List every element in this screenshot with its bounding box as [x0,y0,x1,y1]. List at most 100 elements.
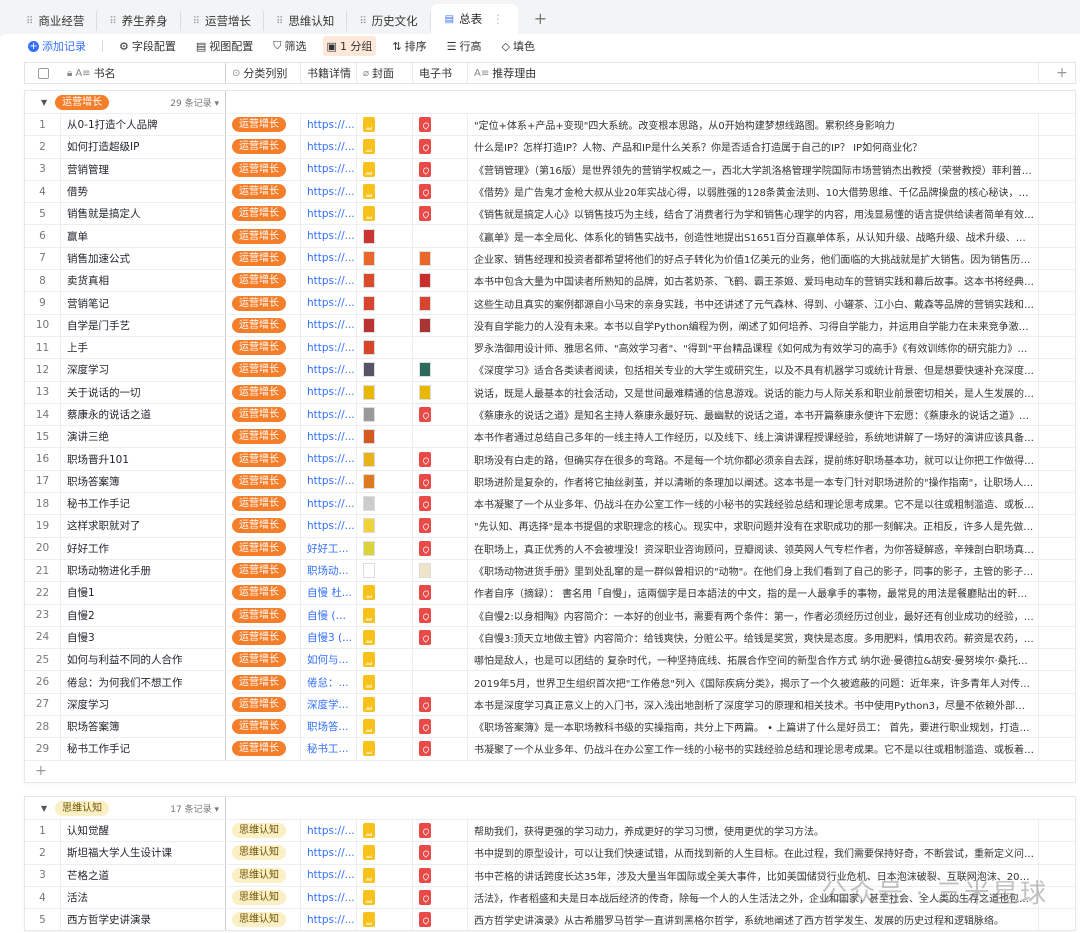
category-cell[interactable]: 运营增长 [226,626,301,649]
column-header-cover[interactable]: ⌀ 封面 [357,63,413,83]
ebook-cell[interactable] [413,136,468,158]
cover-cell[interactable] [357,515,413,537]
image-file-icon[interactable] [363,696,375,712]
table-row[interactable]: 5 西方哲学史讲演录 思维认知 https://... 西方哲学史讲演录》从古希腊罗马哲… [25,908,1075,931]
ebook-cell[interactable] [413,381,468,403]
reason-cell[interactable]: 《赢单》是一本全局化、体系化的销售实战书，创造性地提出S1651百分百赢单体系，… [468,225,1039,247]
reason-cell[interactable]: 《自慢3:顶天立地做主管》内容简介：给钱爽快，分赃公平。给钱是奖赏，爽快是态度。… [468,626,1039,649]
tab-1[interactable]: ⠿ 养生养身 [97,11,181,31]
category-cell[interactable]: 运营增长 [226,180,301,203]
group-header[interactable]: ▼ 思维认知 17 条记录 ▾ [25,797,1075,819]
reason-cell[interactable]: 作者自序（摘録）： 書名用「自慢」，這兩個字是日本語法的中文，指的是一人最拿手的… [468,582,1039,604]
detail-link[interactable]: https://... [307,118,355,131]
book-name-cell[interactable]: 活法 [61,886,226,909]
cover-cell[interactable] [357,886,413,909]
ebook-cell[interactable] [413,203,468,225]
pdf-file-icon[interactable] [419,451,431,467]
reason-cell[interactable]: 《蔡康永的说话之道》是知名主持人蔡康永最好玩、最幽默的说话之道，本书开篇蔡康永便… [468,403,1039,426]
table-row[interactable]: 25 如何与利益不同的人合作 运营增长 如何与... 哪怕是敌人，也是可以团结的 复杂时… [25,648,1075,671]
detail-cell[interactable]: https://... [301,426,357,448]
cover-thumbnail[interactable] [363,473,375,489]
pdf-file-icon[interactable] [419,184,431,200]
ebook-cell[interactable] [413,493,468,515]
reason-cell[interactable]: 活法》，作者稻盛和夫是日本战后经济的传奇，除每一个人的人生活法之外，企业和国家，… [468,886,1039,909]
ebook-cell[interactable] [413,738,468,760]
detail-cell[interactable]: https://... [301,247,357,270]
category-cell[interactable]: 思维认知 [226,909,301,931]
ebook-cell[interactable] [413,225,468,247]
image-file-icon[interactable] [363,652,375,668]
select-all-checkbox[interactable] [25,63,61,83]
cover-thumbnail[interactable] [363,451,375,467]
detail-link[interactable]: https://... [307,824,355,837]
cover-thumbnail[interactable] [363,429,375,445]
detail-link[interactable]: https://... [307,475,355,488]
cover-cell[interactable] [357,537,413,559]
category-cell[interactable]: 运营增长 [226,314,301,336]
book-name-cell[interactable]: 深度学习 [61,693,226,716]
detail-cell[interactable]: https://... [301,403,357,426]
cover-cell[interactable] [357,180,413,203]
reason-cell[interactable]: 本书是深度学习真正意义上的入门书，深入浅出地剖析了深度学习的原理和相关技术。书中… [468,693,1039,716]
record-count[interactable]: 29 条记录 ▾ [170,98,219,109]
reason-cell[interactable]: 没有自学能力的人没有未来。本书以自学Python编程为例，阐述了如何培养、习得自… [468,314,1039,336]
cover-cell[interactable] [357,820,413,842]
book-name-cell[interactable]: 斯坦福大学人生设计课 [61,842,226,864]
ebook-cell[interactable] [413,426,468,448]
detail-cell[interactable]: https://... [301,270,357,292]
book-name-cell[interactable]: 好好工作 [61,537,226,559]
detail-cell[interactable]: 自慢 (豆... [301,604,357,626]
cover-cell[interactable] [357,716,413,738]
cover-thumbnail[interactable] [363,273,375,289]
book-name-cell[interactable]: 芒格之道 [61,864,226,886]
ebook-cell[interactable] [413,649,468,671]
book-name-cell[interactable]: 上手 [61,336,226,359]
book-name-cell[interactable]: 如何与利益不同的人合作 [61,649,226,671]
group-button[interactable]: ▣ 1 分组 [322,36,377,56]
ebook-cell[interactable] [413,470,468,493]
detail-link[interactable]: https://... [307,430,355,443]
detail-link[interactable]: https://... [307,319,355,332]
category-cell[interactable]: 运营增长 [226,693,301,716]
tab-3[interactable]: ⠿ 思维认知 [264,11,348,31]
table-row[interactable]: 29 秘书工作手记 运营增长 秘书工... 书凝聚了一个从业多年、仍战斗在办公室工作一线… [25,737,1075,760]
reason-cell[interactable]: 职场进阶是复杂的，作者将它抽丝剥茧，并以清晰的条理加以阐述。这本书是一本专门针对… [468,470,1039,493]
column-header-ebook[interactable]: 电子书 [413,63,468,83]
detail-cell[interactable]: https://... [301,336,357,359]
detail-link[interactable]: 倦怠：... [307,676,349,689]
ebook-cell[interactable] [413,114,468,136]
image-file-icon[interactable] [363,161,375,177]
table-row[interactable]: 6 赢单 运营增长 https://... 《赢单》是一本全局化、体系化的销售实战书，创… [25,224,1075,247]
detail-cell[interactable]: 自慢3 (... [301,626,357,649]
category-cell[interactable]: 思维认知 [226,864,301,886]
table-row[interactable]: 12 深度学习 运营增长 https://... 《深度学习》适合各类读者阅读，包括相关… [25,358,1075,381]
image-file-icon[interactable] [363,674,375,690]
detail-cell[interactable]: 深度学... [301,693,357,716]
table-row[interactable]: 19 这样求职就对了 运营增长 https://... "先认知、再选择"是本书提倡的求… [25,514,1075,537]
reason-cell[interactable]: 书中芒格的讲话跨度长达35年，涉及大量当年国际或全美大事件，比如美国储贷行业危机… [468,864,1039,886]
book-name-cell[interactable]: 营销管理 [61,158,226,180]
reason-cell[interactable]: 《深度学习》适合各类读者阅读，包括相关专业的大学生或研究生，以及不具有机器学习或… [468,359,1039,381]
category-cell[interactable]: 思维认知 [226,886,301,909]
category-cell[interactable]: 运营增长 [226,292,301,314]
collapse-triangle-icon[interactable]: ▼ [41,803,48,813]
category-cell[interactable]: 运营增长 [226,136,301,158]
cover-cell[interactable] [357,470,413,493]
table-row[interactable]: 2 斯坦福大学人生设计课 思维认知 https://... 书中提到的原型设计，可以让我… [25,841,1075,864]
detail-cell[interactable]: https://... [301,820,357,842]
add-tab-button[interactable]: + [533,9,547,28]
detail-cell[interactable]: https://... [301,359,357,381]
detail-link[interactable]: https://... [307,297,355,310]
ebook-cell[interactable] [413,158,468,180]
ebook-cell[interactable] [413,180,468,203]
cover-cell[interactable] [357,493,413,515]
reason-cell[interactable]: 职场没有白走的路，但确实存在很多的弯路。不是每一个坑你都必须亲自去踩，提前练好职… [468,448,1039,470]
cover-cell[interactable] [357,626,413,649]
cover-cell[interactable] [357,381,413,403]
reason-cell[interactable]: 哪怕是敌人，也是可以团结的 复杂时代，一种坚持底线、拓展合作空间的新型合作方式 … [468,649,1039,671]
table-row[interactable]: 2 如何打造超级IP 运营增长 https://... 什么是IP？怎样打造IP？人物、… [25,135,1075,158]
pdf-file-icon[interactable] [419,629,431,645]
cover-cell[interactable] [357,693,413,716]
add-record-button[interactable]: + 添加记录 [24,36,90,56]
book-name-cell[interactable]: 赢单 [61,225,226,247]
